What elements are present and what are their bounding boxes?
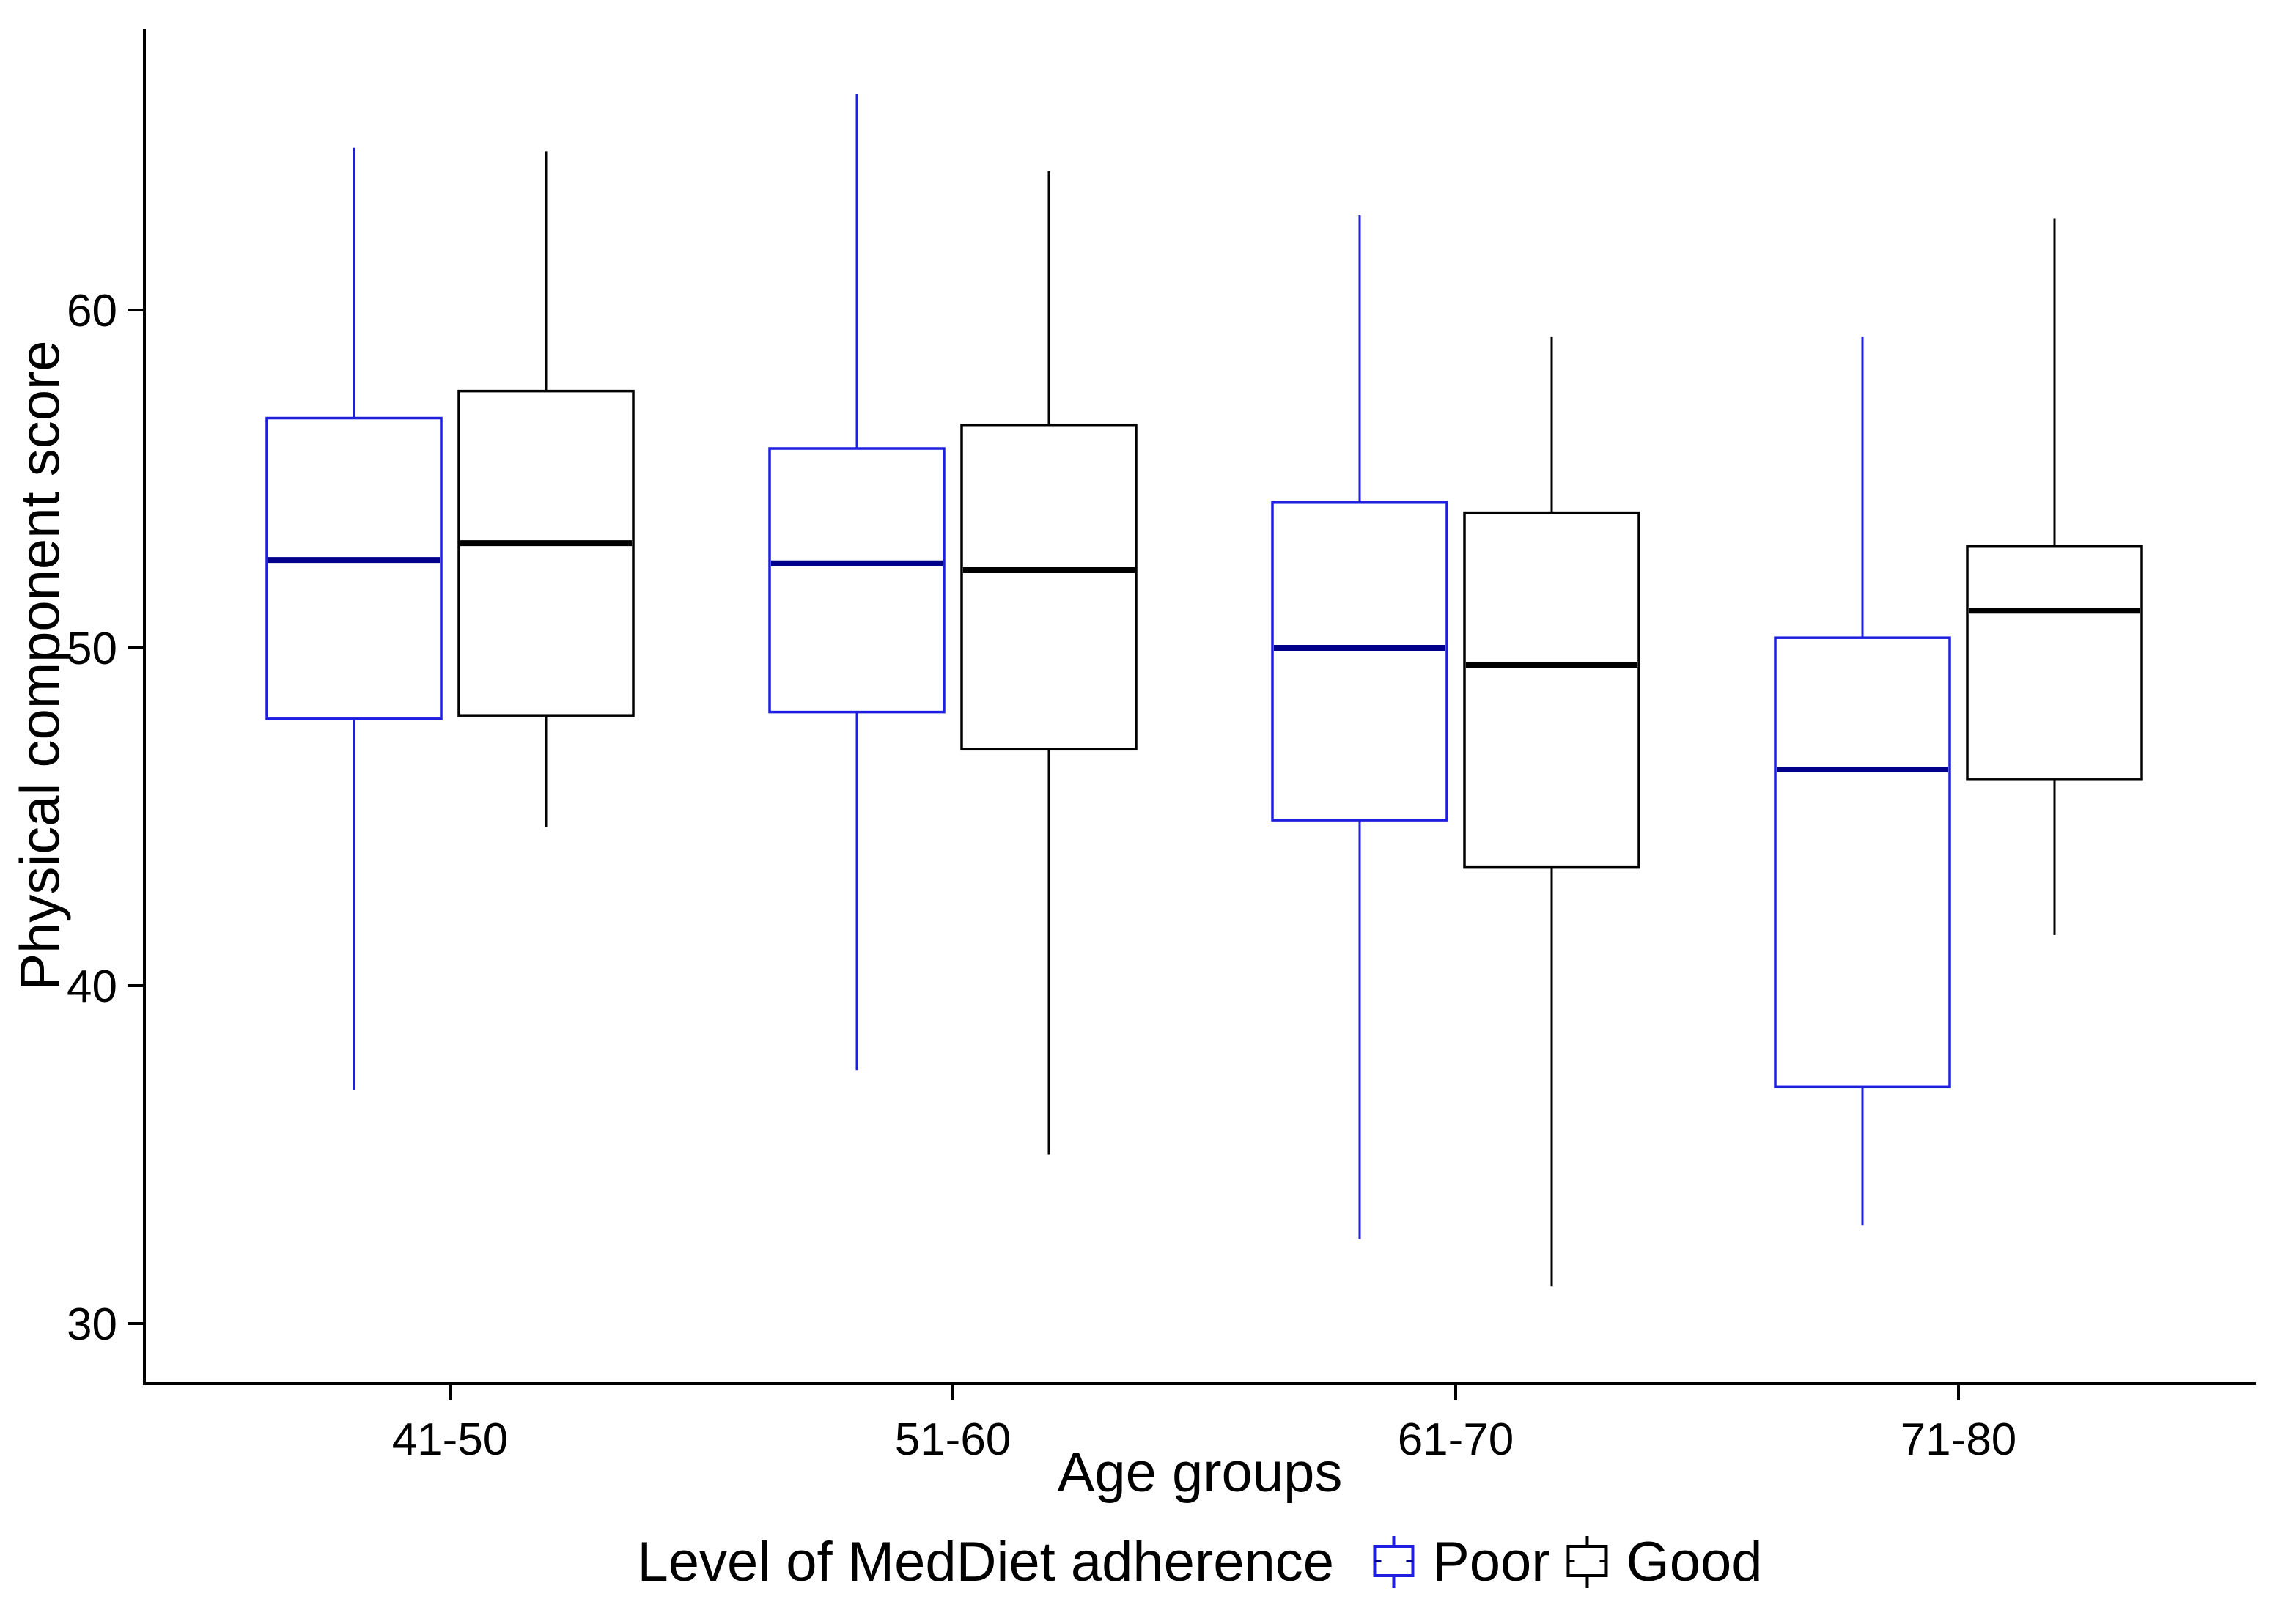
legend: Level of MedDiet adherence Poor Good	[637, 1530, 1762, 1594]
x-tick-label-41-50: 41-50	[392, 1414, 509, 1465]
x-axis-title: Age groups	[1057, 1442, 1343, 1504]
legend-key-poor-boxplot-icon	[1373, 1535, 1415, 1588]
legend-title: Level of MedDiet adherence	[637, 1531, 1335, 1593]
y-tick-label-50: 50	[67, 624, 117, 674]
box-good-51-60	[960, 423, 1138, 751]
legend-label-poor: Poor	[1432, 1531, 1550, 1593]
box-poor-71-80	[1774, 636, 1951, 1089]
box-good-71-80	[1966, 545, 2143, 781]
legend-item-good: Good	[1566, 1530, 1763, 1594]
legend-label-good: Good	[1626, 1531, 1763, 1593]
box-poor-51-60	[768, 447, 946, 714]
y-tick-label-30: 30	[67, 1299, 117, 1350]
box-good-41-50	[457, 389, 635, 717]
x-tick-label-51-60: 51-60	[895, 1414, 1011, 1465]
box-poor-61-70	[1271, 501, 1448, 822]
box-poor-41-50	[265, 416, 443, 720]
y-axis-title: Physical component score	[9, 340, 72, 991]
box-good-61-70	[1463, 511, 1640, 869]
legend-item-poor: Poor	[1372, 1530, 1550, 1594]
legend-key-good-boxplot-icon	[1566, 1535, 1608, 1588]
x-tick-label-71-80: 71-80	[1901, 1414, 2017, 1465]
y-tick-label-40: 40	[67, 962, 117, 1012]
y-tick-label-60: 60	[67, 286, 117, 336]
x-tick-label-61-70: 61-70	[1398, 1414, 1514, 1465]
